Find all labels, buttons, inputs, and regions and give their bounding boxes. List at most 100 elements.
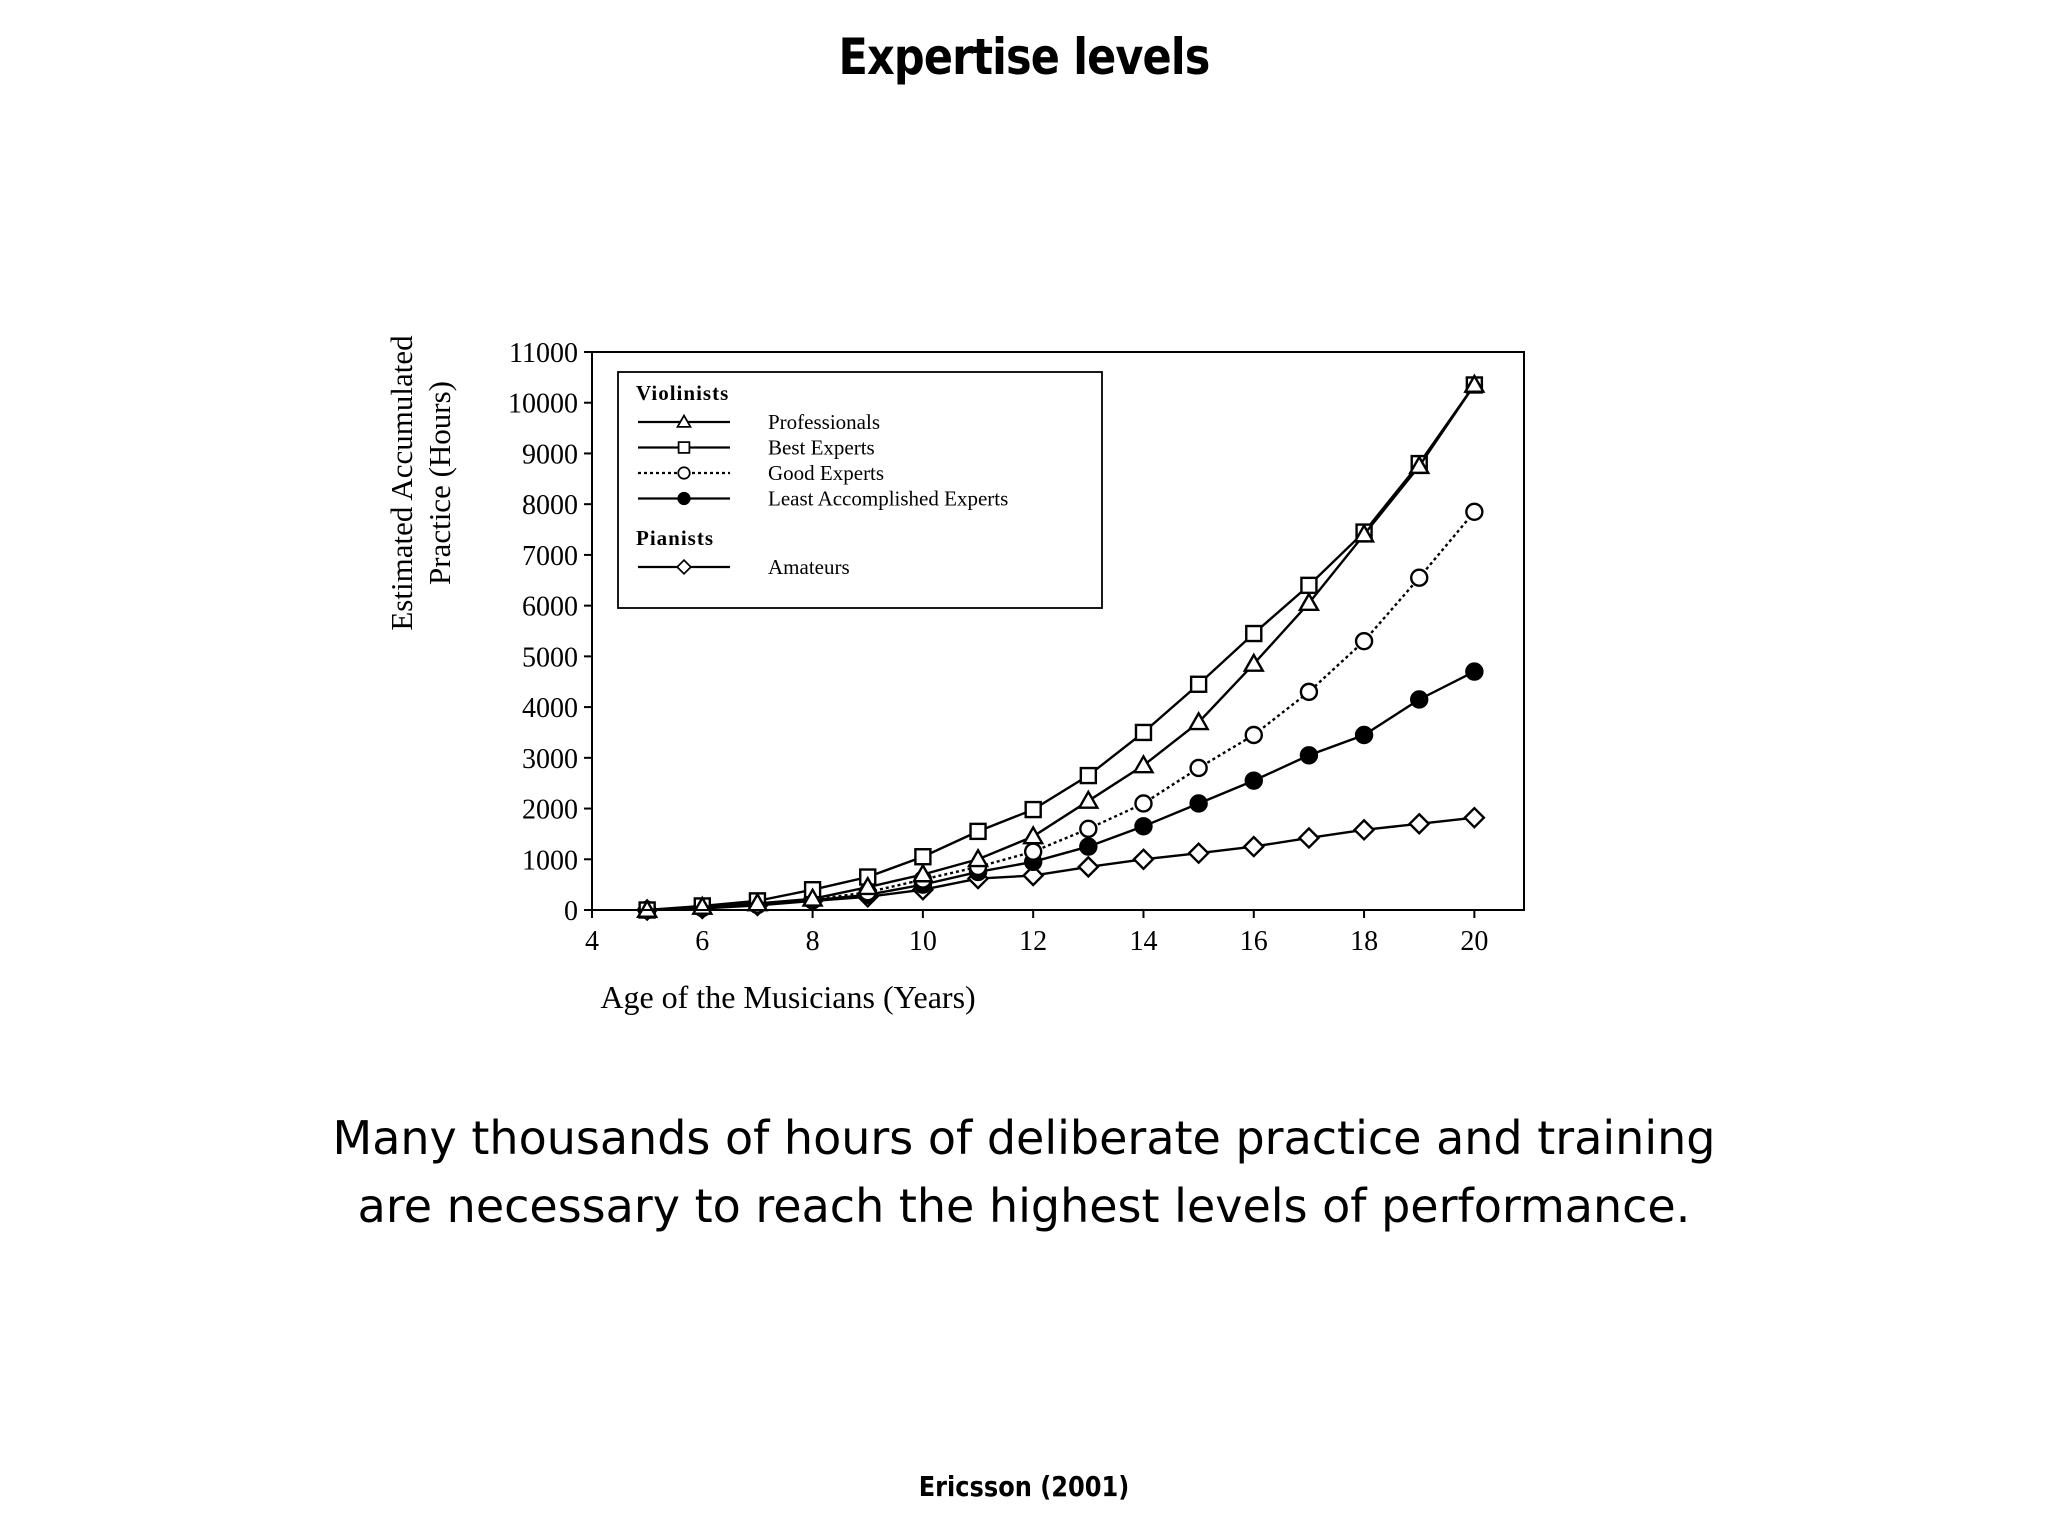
data-point-good-experts <box>1023 842 1043 861</box>
caption-line-2: are necessary to reach the highest level… <box>357 1179 1691 1233</box>
series-line-best-experts <box>647 384 1476 912</box>
data-point-good-experts <box>1189 758 1208 778</box>
data-point-professionals <box>1463 373 1486 393</box>
legend-label-least-accomplished-experts: Least Accomplished Experts <box>768 487 1008 511</box>
series-line-good-experts <box>647 511 1476 912</box>
legend-label-professionals: Professionals <box>768 410 880 434</box>
data-point-best-experts <box>1300 576 1318 595</box>
data-point-least-accomplished-experts <box>1079 837 1098 856</box>
data-point-least-accomplished-experts <box>1410 690 1429 709</box>
y-tick-label: 5000 <box>522 642 578 673</box>
legend-label-best-experts: Best Experts <box>768 436 875 460</box>
y-tick-label: 4000 <box>522 693 578 724</box>
x-tick-label: 12 <box>1019 926 1047 957</box>
y-tick-label: 10000 <box>508 389 578 420</box>
legend-label-good-experts: Good Experts <box>768 461 884 485</box>
series-least-accomplished-experts <box>637 662 1484 920</box>
legend-group-heading: Violinists <box>636 381 729 405</box>
x-tick-label: 6 <box>695 926 709 957</box>
data-point-good-experts <box>1134 794 1153 813</box>
data-point-least-accomplished-experts <box>1354 725 1374 745</box>
data-point-least-accomplished-experts <box>1189 794 1208 813</box>
data-point-best-experts <box>969 822 987 841</box>
x-tick-label: 18 <box>1350 926 1378 957</box>
data-point-good-experts <box>1465 502 1484 521</box>
series-line-amateurs <box>647 816 1475 912</box>
legend-marker-least-accomplished-experts <box>677 491 691 506</box>
x-axis-label: Age of the Musicians (Years) <box>600 979 975 1015</box>
data-point-professionals <box>1022 825 1045 845</box>
y-tick-label: 6000 <box>522 592 578 623</box>
data-point-best-experts <box>914 848 932 866</box>
data-point-best-experts <box>1079 766 1098 785</box>
x-tick-label: 10 <box>909 926 937 957</box>
caption-line-1: Many thousands of hours of deliberate pr… <box>332 1111 1716 1165</box>
data-point-professionals <box>1408 454 1431 475</box>
data-point-amateurs <box>1187 841 1210 865</box>
plot-frame <box>591 351 1525 911</box>
x-tick-label: 4 <box>585 926 599 957</box>
legend-marker-good-experts <box>677 466 691 480</box>
data-point-professionals <box>1132 754 1155 774</box>
series-line-least-accomplished-experts <box>647 670 1475 912</box>
caption: Many thousands of hours of deliberate pr… <box>0 1104 2048 1240</box>
data-point-amateurs <box>1077 855 1100 879</box>
y-tick-label: 1000 <box>522 845 578 876</box>
legend-box <box>617 371 1103 609</box>
x-tick-label: 20 <box>1460 926 1488 957</box>
data-point-amateurs <box>1408 812 1431 835</box>
data-point-good-experts <box>1079 819 1098 839</box>
y-tick-label: 7000 <box>522 541 578 572</box>
data-point-professionals <box>1353 523 1376 543</box>
practice-hours-chart: Estimated Accumulated Practice (Hours) A… <box>384 335 1525 1015</box>
data-point-good-experts <box>1299 682 1319 702</box>
data-point-best-experts <box>1134 723 1153 742</box>
data-point-good-experts <box>1354 631 1374 651</box>
data-point-professionals <box>636 898 659 918</box>
data-point-professionals <box>966 847 990 868</box>
data-point-good-experts <box>1244 725 1263 745</box>
legend-marker-amateurs <box>675 558 693 576</box>
data-point-best-experts <box>1245 624 1263 643</box>
y-tick-label: 11000 <box>509 338 578 369</box>
x-tick-label: 14 <box>1129 926 1157 957</box>
legend-marker-best-experts <box>677 441 691 454</box>
y-tick-label: 0 <box>564 896 578 927</box>
legend-group-heading: Pianists <box>636 526 714 550</box>
y-axis-label-line2: Practice (Hours) <box>422 381 457 585</box>
data-point-amateurs <box>1021 864 1045 887</box>
data-point-professionals <box>1242 652 1265 672</box>
data-point-amateurs <box>1463 806 1486 829</box>
data-point-professionals <box>1187 710 1210 731</box>
y-tick-label: 9000 <box>522 439 578 470</box>
data-point-professionals <box>1077 789 1100 809</box>
data-point-amateurs <box>1242 835 1265 858</box>
y-tick-label: 3000 <box>522 744 578 775</box>
data-point-professionals <box>856 875 879 896</box>
y-tick-label: 2000 <box>522 795 578 826</box>
data-point-least-accomplished-experts <box>1465 662 1484 681</box>
series-line-professionals <box>647 384 1476 912</box>
y-axis-label-line1: Estimated Accumulated <box>384 335 419 631</box>
legend-marker-professionals <box>676 413 692 428</box>
data-point-amateurs <box>1352 818 1376 842</box>
citation: Ericsson (2001) <box>918 1470 1130 1503</box>
data-point-best-experts <box>1189 675 1208 693</box>
data-point-least-accomplished-experts <box>1299 746 1319 765</box>
data-point-professionals <box>911 863 934 883</box>
data-point-professionals <box>1297 591 1320 612</box>
data-point-good-experts <box>1410 568 1429 587</box>
data-point-least-accomplished-experts <box>1134 817 1153 836</box>
data-point-best-experts <box>1024 800 1042 819</box>
x-tick-label: 8 <box>806 926 820 957</box>
data-point-least-accomplished-experts <box>1244 771 1263 790</box>
data-point-amateurs <box>1297 826 1321 850</box>
slide-title: Expertise levels <box>838 28 1211 86</box>
x-tick-label: 16 <box>1240 926 1268 957</box>
legend-label-amateurs: Amateurs <box>768 555 850 579</box>
data-point-professionals <box>801 887 824 907</box>
y-tick-label: 8000 <box>522 490 578 521</box>
data-point-amateurs <box>1132 848 1155 871</box>
series-professionals <box>636 373 1486 918</box>
